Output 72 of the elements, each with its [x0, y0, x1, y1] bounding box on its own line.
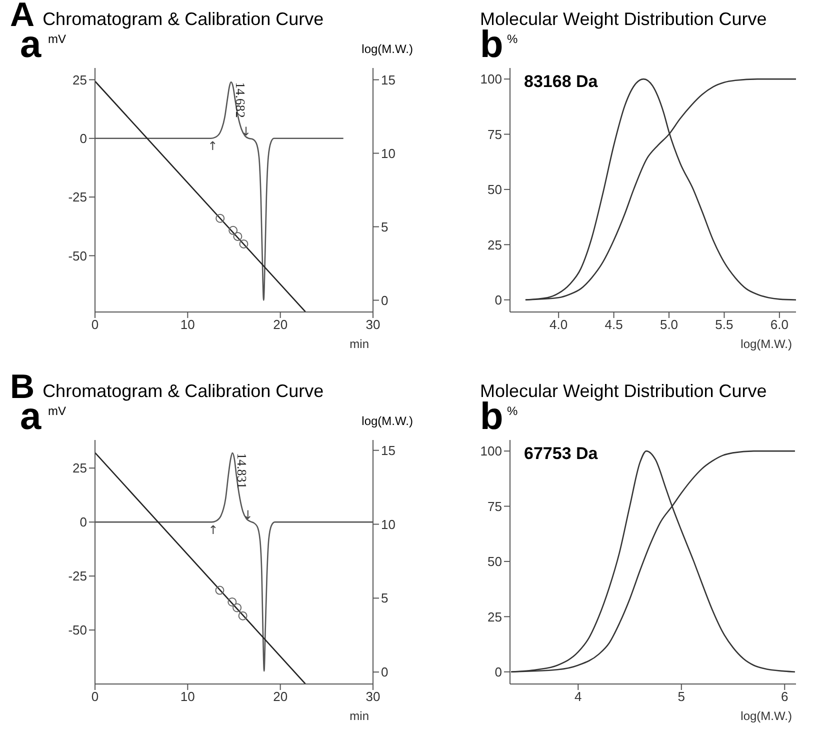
point	[233, 232, 242, 241]
x-tick-label: 10	[180, 317, 195, 332]
y-tick-label: 0	[80, 131, 87, 146]
x-tick-label: 30	[366, 317, 380, 332]
y2-tick-label: 15	[381, 72, 396, 88]
y-tick-label: 25	[72, 72, 87, 88]
y-tick-label: 25	[72, 460, 87, 476]
y-tick-label: -25	[68, 568, 87, 584]
x-tick-label: 10	[180, 689, 195, 704]
x-tick-label: 30	[366, 689, 380, 704]
point	[215, 586, 224, 595]
x-tick-label: 5.5	[715, 317, 734, 332]
x-tick-label: 0	[91, 689, 99, 704]
chart-subtitle: 67753 Da	[524, 444, 598, 464]
point	[232, 603, 242, 612]
x-tick-label: 5	[678, 689, 686, 704]
y-tick-label: 100	[480, 72, 502, 87]
annotation: 14.831	[234, 452, 250, 489]
annotation: ↑	[208, 139, 218, 154]
text: A	[10, 0, 35, 34]
y-tick-label: 100	[480, 444, 502, 459]
x-tick-label: 4.0	[550, 317, 568, 332]
x-tick-label: 20	[273, 689, 288, 704]
x-tick-label: 20	[273, 317, 288, 332]
y2-tick-label: 10	[381, 516, 396, 532]
y-tick-label: 75	[488, 126, 502, 142]
x-tick-label: 6	[781, 689, 788, 704]
y2-axis-title: log(M.W.)	[362, 414, 413, 428]
y-tick-label: 25	[488, 609, 502, 624]
x-axis-title: log(M.W.)	[740, 337, 792, 351]
x-axis-title: min	[350, 337, 369, 351]
y2-axis-title: log(M.W.)	[362, 42, 413, 56]
y-axis-title: %	[507, 404, 518, 418]
y2-tick-label: 0	[381, 292, 388, 308]
y-axis-title: %	[507, 32, 518, 46]
point	[216, 214, 225, 223]
point	[228, 226, 238, 235]
y-tick-label: 25	[488, 237, 502, 252]
y-axis-title: mV	[48, 404, 66, 418]
annotation: ↑	[208, 522, 218, 537]
annotation: ↓	[242, 508, 253, 522]
y-tick-label: 75	[488, 498, 502, 514]
chart-title: Chromatogram & Calibration Curve	[42, 8, 324, 30]
y-tick-label: -50	[68, 248, 87, 264]
y-tick-label: 50	[488, 554, 502, 570]
point	[238, 611, 248, 620]
y2-tick-label: 0	[381, 664, 388, 680]
point	[239, 239, 248, 248]
text: B	[10, 368, 35, 406]
y2-tick-label: 10	[381, 146, 396, 161]
y-tick-label: 0	[80, 514, 87, 530]
chart-subtitle: 83168 Da	[524, 72, 598, 92]
y-tick-label: 50	[488, 182, 502, 198]
point	[228, 597, 237, 606]
y-axis-title: mV	[48, 32, 66, 46]
y-tick-label: 0	[494, 292, 502, 308]
annotation: 14.682	[233, 82, 248, 118]
annotation: ↓	[241, 124, 252, 138]
x-tick-label: 0	[91, 317, 99, 332]
x-axis-title: log(M.W.)	[740, 709, 792, 723]
chart-title: Chromatogram & Calibration Curve	[42, 380, 324, 402]
x-axis-title: min	[350, 709, 369, 723]
y-tick-label: -25	[68, 190, 87, 205]
y2-tick-label: 5	[381, 590, 388, 606]
y-tick-label: 0	[494, 664, 502, 680]
y-tick-label: -50	[68, 622, 87, 638]
y2-tick-label: 15	[381, 442, 396, 458]
x-tick-label: 6.0	[770, 317, 788, 332]
y2-tick-label: 5	[381, 219, 388, 234]
x-tick-label: 4	[574, 689, 582, 704]
x-tick-label: 4.5	[604, 317, 623, 332]
x-tick-label: 5.0	[660, 317, 678, 332]
